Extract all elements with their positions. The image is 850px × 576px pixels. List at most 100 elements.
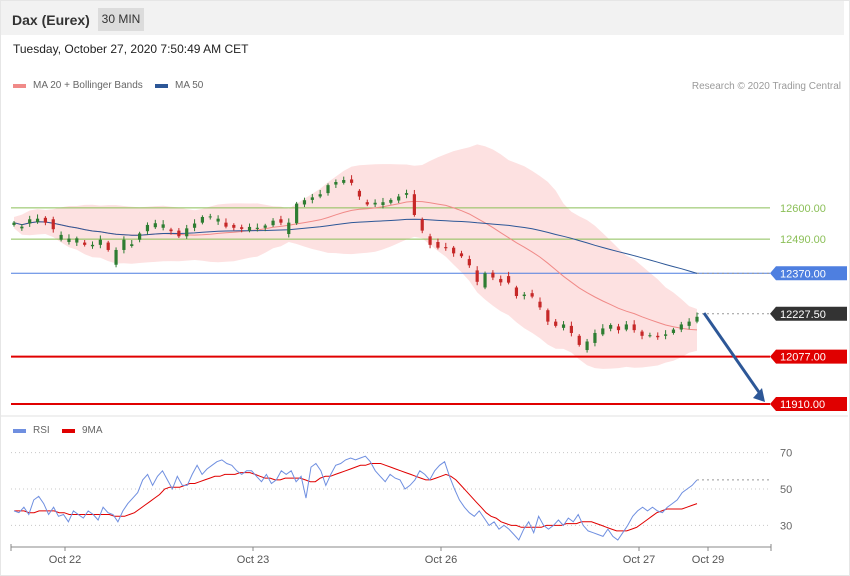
- candle-body: [671, 329, 676, 333]
- candle-body: [452, 247, 456, 254]
- candle-body: [153, 223, 157, 228]
- candle-body: [224, 222, 228, 227]
- candle-body: [593, 332, 597, 343]
- candle-body: [122, 239, 126, 250]
- x-tick-label: Oct 22: [49, 554, 81, 566]
- candle-body: [83, 242, 87, 245]
- forecast-arrowhead: [753, 388, 765, 403]
- candle-body: [208, 216, 212, 218]
- candle-body: [287, 222, 291, 235]
- x-tick-label: Oct 23: [237, 554, 269, 566]
- candle-body: [663, 334, 668, 336]
- candle-body: [679, 324, 683, 330]
- candle-body: [632, 324, 636, 331]
- candle-body: [342, 180, 346, 183]
- candle-body: [648, 335, 652, 337]
- candle-body: [459, 253, 464, 257]
- candle-body: [483, 273, 487, 288]
- candle-body: [365, 202, 369, 205]
- candle-body: [412, 194, 416, 215]
- ma9-legend-label: 9MA: [82, 425, 103, 436]
- candle-body: [640, 331, 644, 336]
- level-12227-50-tag: [770, 306, 847, 321]
- level-12077-00-label: 12077.00: [780, 352, 826, 364]
- candle-body: [106, 242, 110, 250]
- rsi-swatch: [13, 428, 26, 433]
- legend-ma20: MA 20 + Bollinger Bands: [13, 80, 143, 91]
- candle-body: [232, 224, 236, 228]
- candle-body: [161, 224, 165, 228]
- candle-body: [12, 222, 16, 225]
- level-12227-50-label: 12227.50: [780, 309, 826, 321]
- candle-body: [514, 287, 519, 297]
- rsi-tick-label: 50: [780, 484, 792, 496]
- candle-body: [538, 301, 542, 308]
- candle-body: [420, 219, 424, 231]
- candle-body: [192, 223, 197, 228]
- bollinger-band: [14, 144, 697, 369]
- ma50-legend-label: MA 50: [175, 80, 204, 91]
- level-12490-00-label: 12490.00: [780, 234, 826, 246]
- candle-body: [530, 293, 534, 297]
- candle-body: [616, 326, 621, 331]
- rsi-tick-label: 70: [780, 448, 792, 460]
- candle-body: [247, 226, 252, 231]
- chart-header: Dax (Eurex) 30 MIN: [1, 1, 844, 35]
- candle-body: [506, 276, 511, 283]
- candle-body: [200, 216, 205, 223]
- candle-body: [687, 321, 691, 326]
- candle-body: [271, 220, 275, 226]
- ma9-line: [14, 463, 698, 532]
- candle-body: [624, 324, 628, 330]
- level-12370-00-label: 12370.00: [780, 268, 826, 280]
- x-tick-label: Oct 29: [692, 554, 724, 566]
- legend-9ma: 9MA: [62, 425, 103, 436]
- candle-body: [397, 196, 401, 201]
- x-tick-label: Oct 27: [623, 554, 655, 566]
- candle-body: [263, 225, 267, 228]
- candle-body: [310, 197, 314, 200]
- candle-body: [444, 247, 448, 249]
- forecast-arrow: [702, 312, 763, 396]
- copyright-text: Research © 2020 Trading Central: [691, 81, 841, 92]
- candle-body: [59, 234, 63, 240]
- candle-body: [373, 202, 377, 205]
- timeframe-button[interactable]: 30 MIN: [98, 8, 144, 31]
- level-12600-00-label: 12600.00: [780, 203, 826, 215]
- candle-body: [185, 228, 189, 237]
- instrument-title: Dax (Eurex): [12, 12, 90, 28]
- candle-body: [43, 217, 48, 223]
- candle-body: [561, 324, 566, 328]
- candle-body: [28, 219, 32, 224]
- candle-body: [98, 239, 102, 245]
- candle-body: [145, 224, 150, 232]
- candle-body: [90, 244, 95, 247]
- candle-body: [326, 185, 330, 194]
- candle-body: [169, 229, 173, 232]
- candle-body: [522, 294, 526, 297]
- candle-body: [130, 244, 134, 246]
- level-11910-00-label: 11910.00: [780, 399, 825, 411]
- candle-body: [601, 328, 605, 335]
- candle-body: [35, 218, 40, 223]
- candle-body: [554, 321, 558, 326]
- rsi-tick-label: 30: [780, 520, 792, 532]
- candle-body: [51, 219, 55, 230]
- candle-body: [279, 219, 283, 223]
- candle-body: [114, 249, 118, 265]
- candle-body: [404, 193, 409, 195]
- ma50-line: [13, 218, 698, 274]
- candle-body: [499, 278, 503, 283]
- legend-ma50: MA 50: [155, 80, 203, 91]
- candle-body: [569, 325, 573, 333]
- candle-body: [656, 335, 660, 338]
- candle-body: [467, 259, 471, 266]
- x-tick-label: Oct 26: [425, 554, 457, 566]
- candle-body: [240, 227, 244, 229]
- level-11910-00-tag: [770, 397, 847, 412]
- candle-body: [695, 316, 699, 322]
- candle-body: [389, 199, 393, 203]
- timestamp: Tuesday, October 27, 2020 7:50:49 AM CET: [13, 42, 249, 56]
- candle-body: [20, 226, 24, 229]
